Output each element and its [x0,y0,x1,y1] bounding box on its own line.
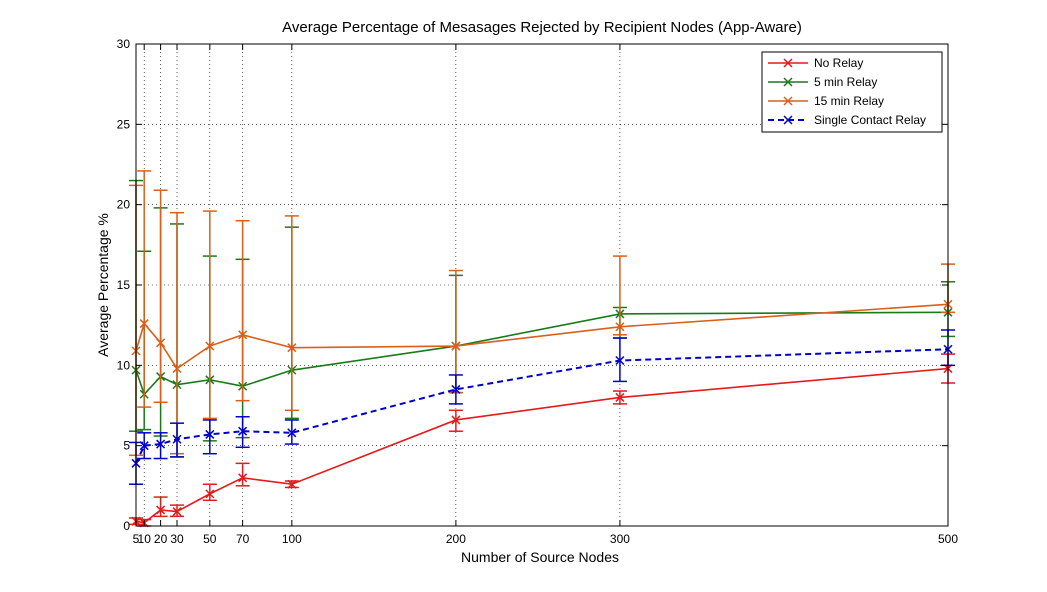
marker-stroke [783,96,793,106]
data-point [287,343,297,353]
marker-stroke [287,479,297,489]
data-point [139,441,149,451]
y-tick-label: 30 [117,37,131,51]
data-point [451,415,461,425]
data-point [238,330,248,340]
x-tick-label: 70 [236,532,250,546]
x-tick-label: 500 [938,532,958,546]
x-tick-label: 300 [610,532,630,546]
x-tick-label: 5 [133,532,140,546]
marker-stroke [287,428,297,438]
x-tick-label: 200 [446,532,466,546]
marker-stroke [615,355,625,366]
series-line [135,303,949,370]
marker-stroke [238,330,248,340]
legend: No Relay 5 min Relay 15 min Relay Single Co… [761,51,943,133]
series-line [135,367,949,524]
marker-stroke [451,341,461,351]
marker-stroke [783,58,793,68]
data-point [172,434,182,444]
x-axis-label: Number of Source Nodes [461,549,619,565]
y-tick-label: 25 [117,117,131,131]
legend-marker [783,77,793,87]
y-tick-label: 20 [117,198,131,212]
series-layer [129,170,955,528]
marker-stroke [139,319,149,329]
y-axis-label: Average Percentage % [95,213,111,357]
marker-stroke [172,364,182,374]
marker-stroke [238,426,248,436]
marker-stroke [451,415,461,425]
marker-stroke [156,439,166,449]
marker-stroke [156,505,166,515]
marker-stroke [783,115,793,125]
data-point [139,319,149,329]
series-line [135,348,949,464]
x-tick-label: 50 [203,532,217,546]
x-tick-label: 20 [154,532,168,546]
marker-stroke [205,341,215,351]
data-point [615,355,625,366]
data-point [287,428,297,438]
marker-stroke [172,507,182,517]
data-point [451,384,461,394]
marker-stroke [615,322,625,332]
marker-stroke [205,429,215,439]
y-tick-label: 15 [117,278,131,292]
y-tick-label: 5 [123,439,130,453]
data-point [451,341,461,351]
marker-stroke [156,338,166,348]
marker-stroke [238,473,248,483]
data-point [172,364,182,374]
data-point [156,505,166,515]
marker-stroke [615,392,625,402]
marker-stroke [139,441,149,451]
x-tick-label: 10 [138,532,152,546]
y-tick-label: 10 [117,358,131,372]
legend-marker [783,58,793,68]
legend-marker [783,96,793,106]
marker-stroke [783,77,793,87]
x-tick-label: 100 [282,532,302,546]
data-point [238,473,248,483]
legend-marker [783,115,793,125]
data-point [156,439,166,449]
legend-box [761,51,943,133]
series-line [135,311,949,396]
legend-label: No Relay [814,56,863,70]
chart-title: Average Percentage of Mesasages Rejected… [282,19,802,36]
data-point [615,392,625,402]
data-point [205,429,215,439]
marker-stroke [172,434,182,444]
data-point [287,479,297,489]
data-point [205,341,215,351]
legend-label: 5 min Relay [814,75,877,89]
data-point [172,507,182,517]
data-point [615,322,625,332]
x-tick-label: 30 [170,532,184,546]
y-tick-label: 0 [123,519,130,533]
legend-label: 15 min Relay [814,94,884,108]
marker-stroke [205,489,215,499]
data-point [238,426,248,436]
marker-stroke [287,343,297,353]
marker-stroke [451,384,461,394]
data-point [205,489,215,499]
series-2 [129,170,955,457]
legend-label: Single Contact Relay [814,113,926,127]
data-point [156,338,166,348]
